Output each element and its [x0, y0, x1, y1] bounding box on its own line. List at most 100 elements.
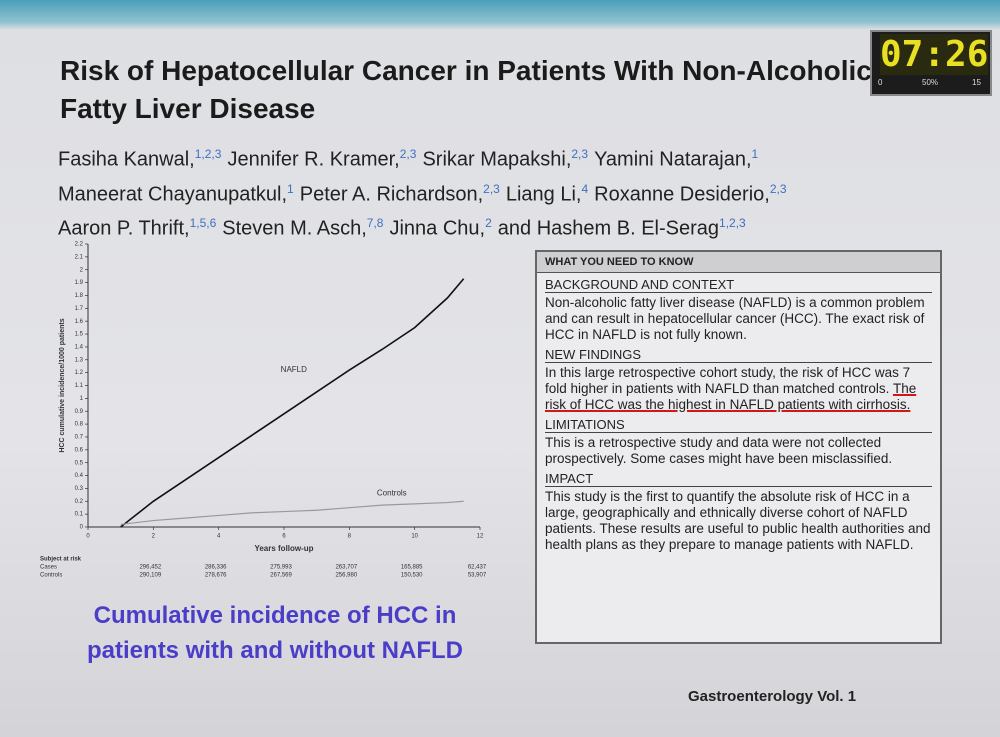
y-tick-label: 0.5 [75, 460, 84, 466]
y-tick-label: 0.8 [75, 422, 84, 428]
summary-box: WHAT YOU NEED TO KNOW BACKGROUND AND CON… [535, 250, 942, 644]
author-name: Peter A. Richardson, [299, 183, 484, 206]
y-tick-label: 0.4 [75, 473, 84, 479]
highlighted-finding: The risk of HCC was the highest in NAFLD… [545, 381, 917, 412]
section-heading: NEW FINDINGS [545, 347, 932, 363]
timer: 07:26 0 50% 15 [870, 30, 992, 96]
series-label: Controls [377, 489, 407, 498]
risk-cell: 256,980 [335, 573, 357, 579]
x-axis-label: Years follow-up [254, 544, 313, 553]
risk-cell: 263,707 [335, 565, 357, 571]
x-tick-label: 0 [86, 534, 90, 540]
risk-cell: 296,452 [139, 565, 161, 571]
section-body: This study is the first to quantify the … [545, 489, 931, 552]
section-heading: LIMITATIONS [545, 417, 932, 433]
y-tick-label: 1.8 [75, 293, 84, 299]
y-tick-label: 1.7 [75, 306, 84, 312]
y-tick-label: 0 [80, 525, 84, 531]
author-name: Liang Li, [505, 183, 582, 206]
y-tick-label: 1.1 [75, 383, 84, 389]
section-text: This is a retrospective study and data w… [545, 435, 932, 467]
author-name: Yamini Natarajan, [594, 148, 752, 171]
author-affiliation: 7,8 [366, 216, 384, 231]
slide-title: Risk of Hepatocellular Cancer in Patient… [60, 55, 872, 124]
risk-cell: 290,109 [139, 573, 161, 579]
risk-cell: 165,885 [401, 565, 423, 571]
author-name: Srikar Mapakshi, [422, 148, 572, 171]
timer-time: 07:26 [880, 34, 989, 75]
author-affiliation: 1,5,6 [189, 216, 217, 231]
y-tick-label: 1.3 [75, 357, 84, 363]
author-name: Jennifer R. Kramer, [227, 148, 400, 171]
author-name: Roxanne Desiderio, [594, 183, 770, 206]
section-text: Non-alcoholic fatty liver disease (NAFLD… [545, 295, 932, 343]
y-tick-label: 1.6 [75, 319, 84, 325]
section-body: In this large retrospective cohort study… [545, 365, 911, 396]
author-affiliation: 2,3 [769, 181, 787, 196]
author-name: Aaron P. Thrift, [58, 217, 190, 240]
author-name: Steven M. Asch, [222, 217, 367, 240]
risk-cell: 278,676 [205, 573, 227, 579]
author-affiliation: 2,3 [571, 147, 589, 161]
citation: Gastroenterology Vol. 1 [688, 688, 857, 705]
y-tick-label: 0.2 [75, 499, 84, 505]
risk-cell: 150,530 [401, 573, 423, 579]
authors: Fasiha Kanwal,1,2,3 Jennifer R. Kramer,2,… [58, 140, 978, 244]
author-name: Fasiha Kanwal, [58, 148, 195, 171]
author-name: Maneerat Chayanupatkul, [58, 183, 288, 206]
y-tick-label: 1.9 [75, 280, 84, 286]
section-body: Non-alcoholic fatty liver disease (NAFLD… [545, 295, 925, 342]
y-tick-label: 1.2 [75, 370, 84, 376]
x-tick-label: 12 [477, 534, 484, 540]
section-text: In this large retrospective cohort study… [545, 365, 932, 413]
x-tick-label: 6 [282, 534, 286, 540]
timer-progress: 50% [922, 78, 939, 87]
risk-cell: 53,907 [468, 573, 487, 579]
author-affiliation: 2,3 [399, 147, 417, 161]
author-affiliation: 2 [485, 216, 492, 231]
box-header: WHAT YOU NEED TO KNOW [537, 252, 940, 273]
section-body: This is a retrospective study and data w… [545, 435, 893, 466]
author-name: and Hashem B. El-Serag [497, 217, 720, 240]
series-label: NAFLD [281, 365, 307, 374]
x-tick-label: 2 [152, 534, 156, 540]
y-tick-label: 0.9 [75, 409, 84, 415]
section-heading: IMPACT [545, 471, 932, 487]
y-tick-label: 1.4 [75, 344, 84, 350]
y-tick-label: 2 [80, 267, 84, 273]
author-affiliation: 1,2,3 [719, 216, 746, 231]
y-tick-label: 0.6 [75, 447, 84, 453]
y-tick-label: 1 [80, 396, 84, 402]
author-affiliation: 2,3 [483, 181, 500, 196]
risk-cell: 267,569 [270, 573, 292, 579]
x-tick-label: 10 [411, 534, 418, 540]
risk-cell: 275,993 [270, 565, 292, 571]
y-tick-label: 0.3 [75, 486, 84, 492]
section-heading: BACKGROUND AND CONTEXT [545, 277, 932, 293]
risk-cell: 286,336 [205, 565, 227, 571]
author-name: Jinna Chu, [389, 217, 486, 240]
timer-end: 15 [972, 78, 981, 87]
author-affiliation: 1,2,3 [194, 147, 222, 161]
x-tick-label: 4 [217, 534, 221, 540]
risk-row-label: Controls [40, 573, 62, 579]
author-affiliation: 1 [287, 181, 294, 196]
timer-start: 0 [878, 78, 883, 87]
y-tick-label: 2.2 [75, 242, 84, 248]
y-tick-label: 2.1 [75, 254, 84, 260]
risk-table-title: Subject at risk [40, 557, 82, 563]
x-tick-label: 8 [348, 534, 352, 540]
author-affiliation: 1 [751, 147, 759, 161]
y-tick-label: 0.1 [75, 512, 84, 518]
risk-cell: 62,437 [468, 565, 487, 571]
section-text: This study is the first to quantify the … [545, 489, 932, 553]
author-affiliation: 4 [581, 181, 589, 196]
caption: Cumulative incidence of HCC in patients … [87, 602, 463, 664]
risk-row-label: Cases [40, 565, 57, 571]
y-tick-label: 1.5 [75, 332, 84, 338]
y-axis-label: HCC cumulative incidence/1000 patients [59, 318, 66, 452]
series-line [120, 500, 464, 526]
y-tick-label: 0.7 [75, 435, 84, 441]
series-line [120, 278, 465, 528]
